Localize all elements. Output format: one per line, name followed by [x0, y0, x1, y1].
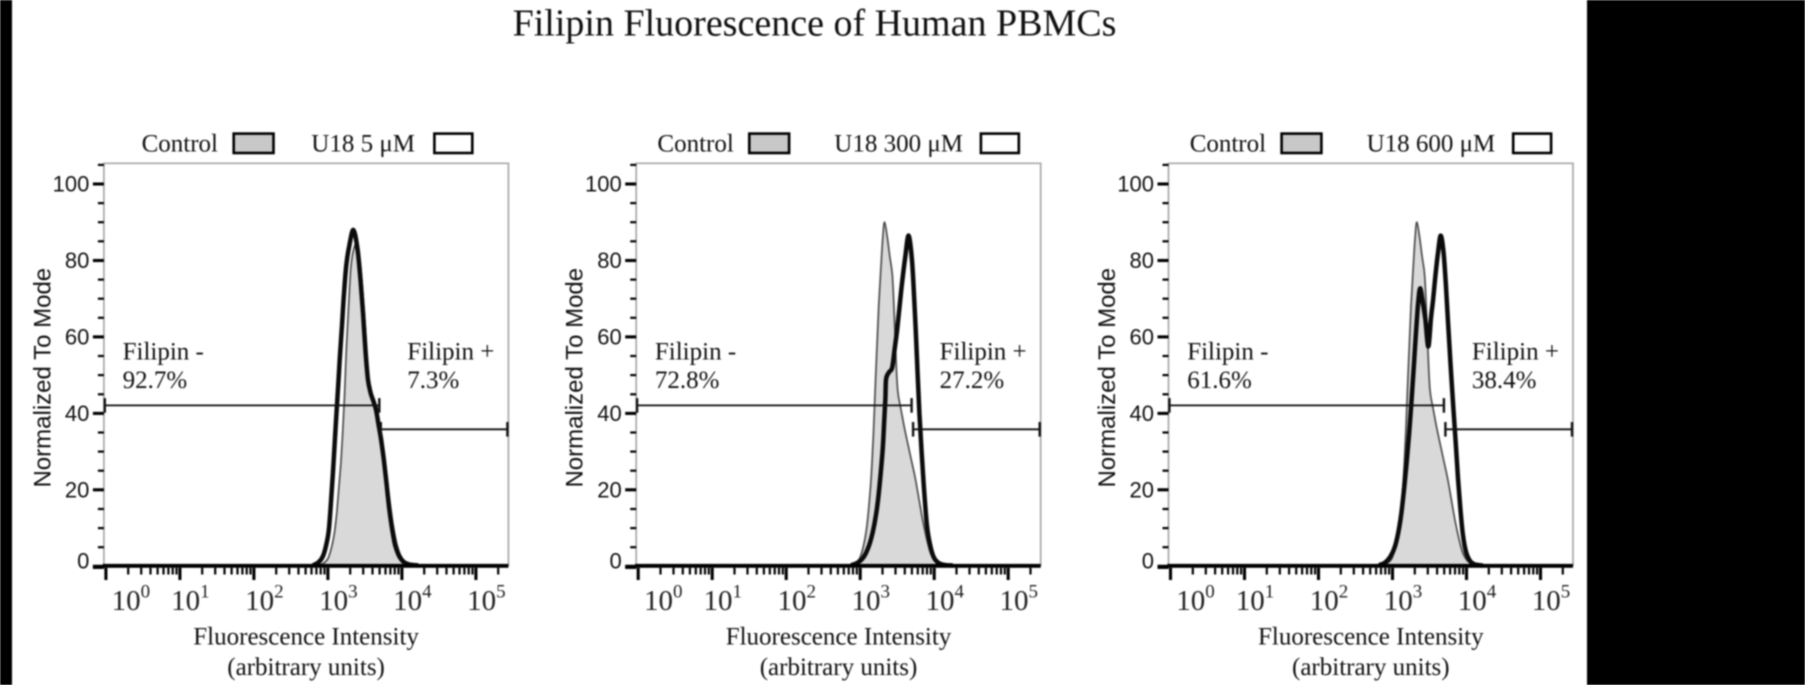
svg-text:102: 102: [1310, 582, 1349, 618]
svg-text:40: 40: [1130, 401, 1154, 426]
svg-text:100: 100: [1117, 172, 1154, 197]
svg-text:Fluorescence Intensity: Fluorescence Intensity: [726, 624, 952, 651]
svg-text:80: 80: [597, 248, 621, 273]
svg-text:Filipin Fluorescence of Human: Filipin Fluorescence of Human PBMCs: [513, 3, 1117, 45]
svg-text:20: 20: [597, 477, 621, 502]
svg-text:Filipin +: Filipin +: [407, 339, 494, 366]
svg-text:7.3%: 7.3%: [407, 367, 459, 394]
svg-text:Control: Control: [657, 131, 733, 158]
svg-text:100: 100: [53, 172, 90, 197]
svg-text:Filipin +: Filipin +: [1472, 339, 1559, 366]
svg-text:Control: Control: [142, 131, 218, 158]
svg-text:60: 60: [1130, 324, 1154, 349]
svg-text:Filipin +: Filipin +: [940, 339, 1027, 366]
svg-text:Filipin -: Filipin -: [655, 339, 736, 366]
svg-text:40: 40: [597, 401, 621, 426]
svg-text:20: 20: [65, 477, 89, 502]
svg-text:60: 60: [597, 324, 621, 349]
svg-text:Fluorescence Intensity: Fluorescence Intensity: [193, 624, 419, 651]
svg-text:(arbitrary units): (arbitrary units): [760, 654, 918, 681]
svg-text:38.4%: 38.4%: [1472, 367, 1537, 394]
svg-text:Normalized To Mode: Normalized To Mode: [1094, 268, 1121, 488]
svg-text:U18 300 μM: U18 300 μM: [834, 131, 963, 158]
svg-text:100: 100: [585, 172, 622, 197]
svg-text:Normalized To Mode: Normalized To Mode: [562, 268, 589, 488]
svg-text:Normalized To Mode: Normalized To Mode: [29, 268, 56, 488]
svg-text:Filipin -: Filipin -: [1187, 339, 1268, 366]
svg-text:103: 103: [319, 582, 358, 618]
svg-text:U18 5 μM: U18 5 μM: [311, 131, 415, 158]
svg-text:92.7%: 92.7%: [123, 367, 188, 394]
svg-text:U18 600 μM: U18 600 μM: [1367, 131, 1496, 158]
svg-text:0: 0: [609, 549, 621, 574]
svg-text:60: 60: [65, 324, 89, 349]
svg-text:80: 80: [1130, 248, 1154, 273]
svg-text:Control: Control: [1190, 131, 1266, 158]
svg-text:40: 40: [65, 401, 89, 426]
svg-text:0: 0: [1142, 549, 1154, 574]
svg-text:80: 80: [65, 248, 89, 273]
svg-text:Filipin -: Filipin -: [123, 339, 204, 366]
svg-text:(arbitrary units): (arbitrary units): [227, 654, 385, 681]
svg-text:61.6%: 61.6%: [1187, 367, 1252, 394]
svg-text:20: 20: [1130, 477, 1154, 502]
svg-text:27.2%: 27.2%: [940, 367, 1005, 394]
svg-text:(arbitrary units): (arbitrary units): [1292, 654, 1450, 681]
svg-text:0: 0: [77, 549, 89, 574]
svg-text:Fluorescence Intensity: Fluorescence Intensity: [1258, 624, 1484, 651]
svg-text:72.8%: 72.8%: [655, 367, 720, 394]
